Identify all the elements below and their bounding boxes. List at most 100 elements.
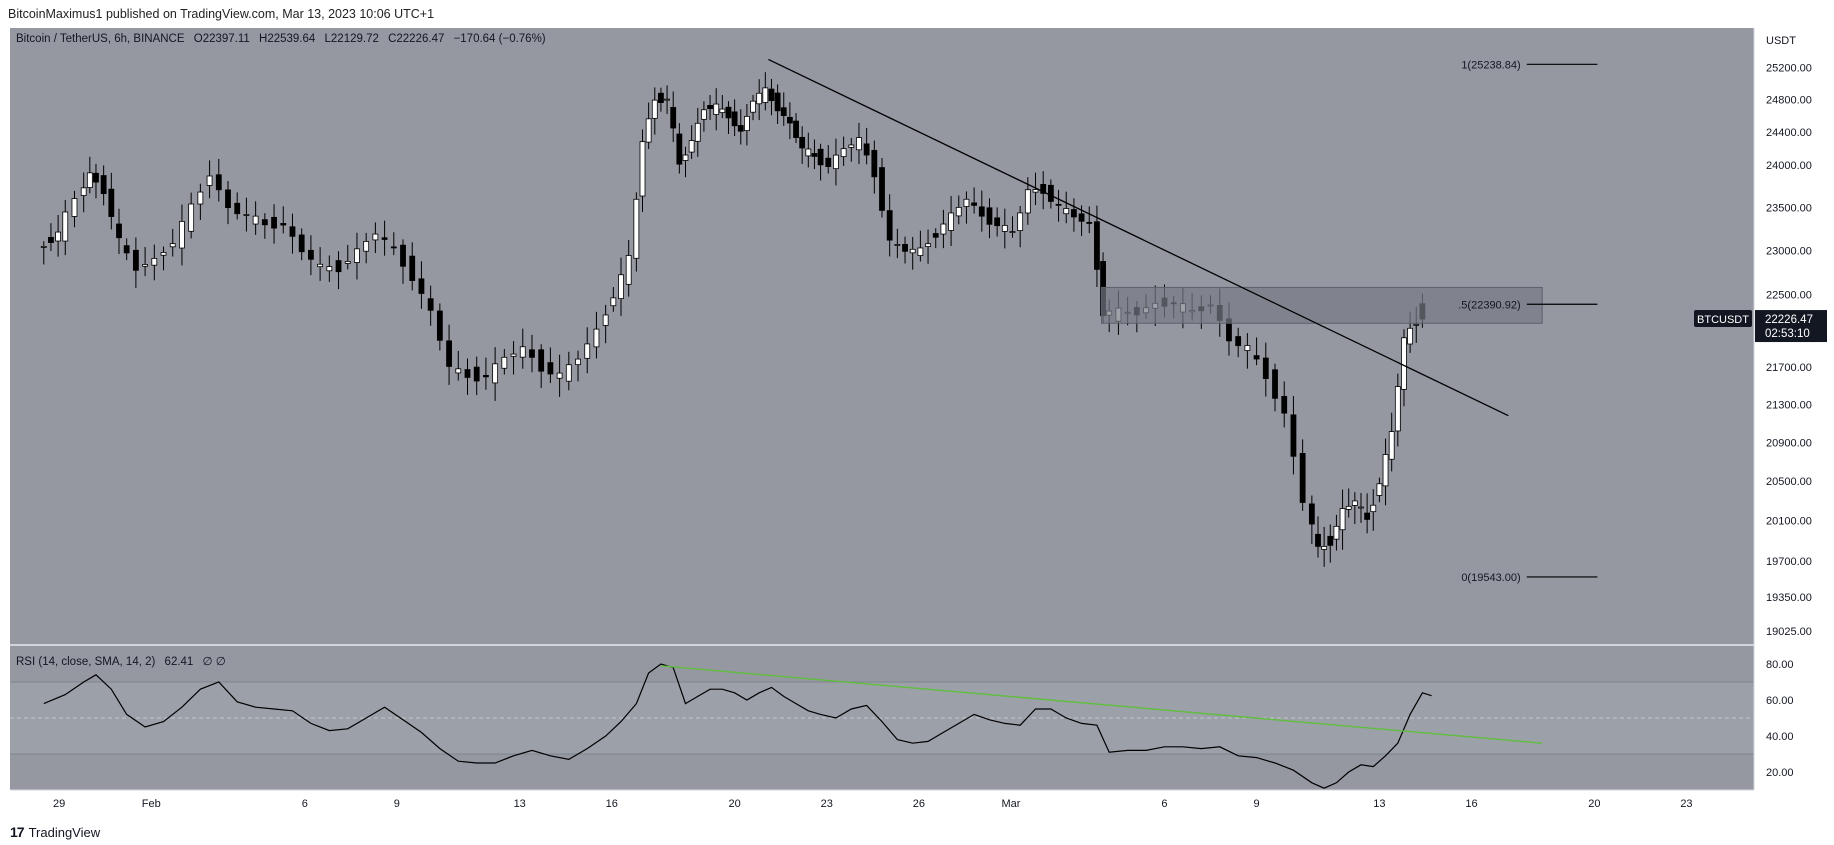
candle-down [1272,369,1278,399]
fib-level-label: 1(25238.84) [1461,59,1520,71]
candle-up [80,187,87,196]
candle-down [1290,414,1297,457]
candle-down [670,107,677,129]
candle-up [917,247,924,256]
time-tick-label: 26 [913,798,925,810]
candle-up [252,215,259,225]
candle-up [833,154,839,170]
candle-up [1024,189,1031,214]
candle-up [625,255,632,285]
symbol-badge [1694,310,1752,328]
chart-canvas[interactable]: 1(25238.84) .5(22390.92) 0(19543.00) 25200… [0,28,1834,816]
rsi-extra: ∅ ∅ [203,656,226,668]
legend-symbol: Bitcoin / TetherUS, 6h, BINANCE [16,33,185,45]
candle-down [335,260,342,273]
time-tick-label: 13 [514,798,526,810]
time-tick-label: 29 [53,798,65,810]
candle-up [762,87,769,103]
candle-up [925,243,931,248]
candles [40,72,1426,567]
candle-up [565,364,572,382]
candle-up [645,118,652,143]
candle-up [40,246,47,248]
price-tick-label: 22500.00 [1766,290,1812,302]
candle-down [817,148,824,166]
legend-low: 22129.72 [331,33,379,45]
candle-up [1394,386,1401,432]
candle-up [344,261,351,264]
candle-up [1388,431,1395,460]
candle-up [243,214,250,216]
candle-up [492,363,499,384]
price-tick-label: 19025.00 [1766,626,1812,638]
candle-down [731,111,738,127]
candle-down [261,219,268,226]
candle-down [1055,203,1062,206]
brand-name: TradingView [28,824,101,840]
candle-up [1032,189,1039,193]
fib-level-label: .5(22390.92) [1458,299,1520,311]
candle-up [1413,323,1420,326]
resistance-zone [1101,286,1543,324]
legend-h-label: H [259,33,267,45]
candle-down [1040,184,1047,194]
price-badge-value: 22226.47 [1765,314,1813,326]
legend-close: 22226.47 [396,33,444,45]
candle-up [197,191,204,205]
currency-label: USDT [1766,35,1796,47]
candle-up [1370,504,1377,513]
candle-down [483,374,489,378]
candle-down [427,298,434,311]
time-tick-label: 16 [1465,798,1477,810]
candle-up [618,274,624,300]
candle-down [123,245,130,254]
candle-down [473,366,480,382]
candle-up [1376,483,1383,496]
rsi-value: 62.41 [165,656,194,668]
time-tick-label: 6 [1161,798,1167,810]
candle-up [326,266,333,272]
legend-c-label: C [388,33,396,45]
candle-down [547,362,554,375]
candle-up [955,206,962,217]
candle-up [602,314,609,326]
candle-down [409,255,416,281]
publisher-text: BitcoinMaximus1 published on TradingView… [8,7,435,21]
candle-up [1358,506,1364,509]
candle-up [756,92,763,105]
candle-up [556,372,563,379]
rsi-tick-label: 80.00 [1766,659,1794,671]
candle-up [713,103,720,115]
time-axis-bg [0,790,1834,816]
candle-down [1327,535,1334,546]
candle-up [948,212,954,231]
legend-o-label: O [194,33,203,45]
price-tick-label: 24000.00 [1766,160,1812,172]
candle-down [780,107,787,116]
price-tick-label: 20100.00 [1766,516,1812,528]
candle-down [234,202,241,215]
candle-up [1339,508,1346,531]
candle-down [100,175,107,194]
candle-down [1262,357,1269,379]
candle-up [1321,545,1328,550]
candle-down [1078,213,1085,222]
time-tick-label: 6 [302,798,308,810]
candle-down [400,244,406,267]
candle-up [575,358,581,366]
candle-up [160,252,167,256]
candle-down [1071,209,1077,218]
candle-down [676,133,683,165]
candle-up [1001,224,1008,232]
tradingview-brand[interactable]: 17 TradingView [10,824,100,840]
rsi-tick-label: 40.00 [1766,731,1794,743]
candle-up [805,148,812,157]
candle-down [725,106,732,119]
candle-down [737,125,744,132]
price-badge [1755,310,1827,343]
candle-down [886,210,893,241]
candle-up [510,353,517,357]
price-tick-label: 21300.00 [1766,399,1812,411]
candle-up [354,248,360,263]
candle-down [436,310,443,341]
